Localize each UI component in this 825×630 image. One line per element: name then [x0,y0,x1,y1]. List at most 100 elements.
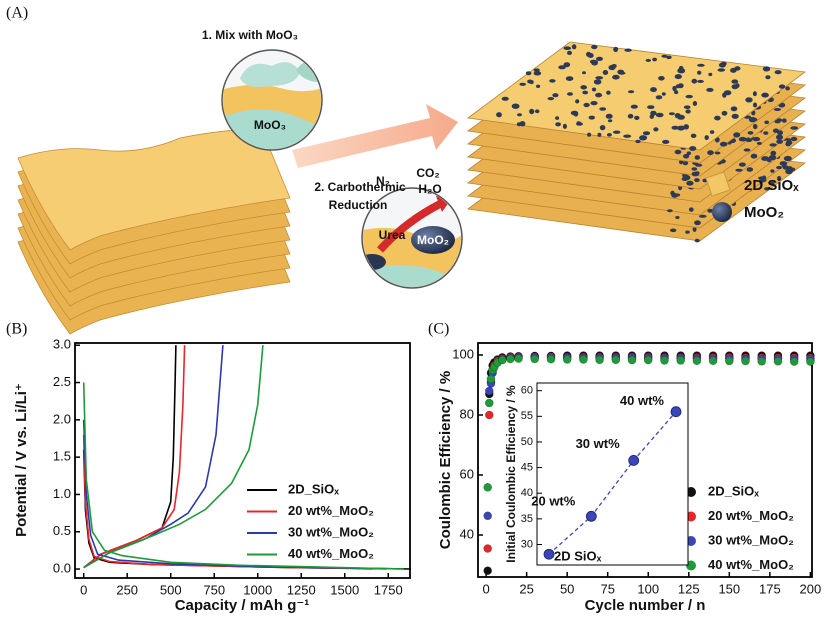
moo2-particle [753,124,758,129]
figure: (A) 1. Mix with MoO₃ MoO₃ [0,0,825,630]
moo2-particle [749,117,757,122]
step-label: Reduction [329,198,388,212]
moo2-particle [791,137,798,141]
moo2-particle [599,107,606,111]
moo2-particle [653,127,658,131]
moo2-particle [558,65,566,69]
data-point [484,512,492,520]
moo2-particle [563,124,567,129]
moo2-particle [774,108,781,111]
plot-frame [537,383,688,565]
moo2-particle [785,169,793,174]
moo2-particle [635,140,641,143]
moo2-particle [695,155,700,160]
moo2-particle [496,112,502,117]
point-label: 2D SiOₓ [554,549,602,564]
moo2-particle [745,97,752,102]
y-tick-label: 55 [521,410,533,422]
moo2-particle [628,114,634,119]
data-point [709,357,717,365]
data-point [725,357,733,365]
moo2-particle [536,85,540,88]
legend-label: 2D_SiOₓ [708,483,759,498]
gas-label: N₂ [376,174,390,188]
x-tick-label: 1500 [330,582,359,597]
step-label: 2. Carbothermic [314,180,406,194]
moo2-particle [548,97,555,100]
moo2-particle [785,142,790,147]
moo2-particle [775,70,782,74]
legend-label: 40 wt%_MoO₂ [288,546,374,561]
moo2-particle [512,104,520,109]
y-axis-title: Initial Coulombic Efficiency / % [504,385,518,563]
data-point [547,355,555,363]
moo2-particle [790,126,798,130]
moo2-particle [608,65,615,70]
legend-label: 40 wt%_MoO₂ [708,557,794,572]
moo2-particle [639,135,647,140]
moo2-particle [670,229,676,233]
y-tick-label: 80 [460,406,474,421]
data-point [531,355,539,363]
bubble-label: MoO₃ [254,118,286,132]
moo2-particle [631,105,638,109]
moo2-particle [782,118,787,122]
panel-label: (C) [428,321,449,338]
moo2-particle [583,103,589,107]
urea-label: Urea [379,228,406,242]
moo2-particle [685,109,690,113]
moo2-particle [675,216,679,219]
x-tick-label: 25 [519,581,533,596]
moo2-particle [652,58,657,62]
moo2-particle [555,122,561,126]
moo2-particle [706,88,713,92]
y-tick-label: 60 [460,466,474,481]
moo2-particle [744,148,751,151]
y-axis-title: Coulombic Efficiency / % [437,371,454,549]
moo2-particle [596,57,603,61]
moo2-particle [753,103,757,108]
moo2-particle [594,79,602,84]
moo2-particle [764,121,769,125]
data-point [586,511,596,521]
data-point [485,411,493,419]
data-point [506,355,514,363]
legend-label: 30 wt%_MoO₂ [288,524,374,539]
moo2-particle [662,92,666,95]
moo2-particle [730,68,737,73]
y-tick-label: 2.5 [53,374,71,389]
data-point [484,483,492,491]
moo2-particle [685,231,690,234]
moo2-particle [567,92,573,96]
moo2-particle [650,87,657,92]
moo2-particle [650,111,656,116]
gas-label: H₂O [418,182,441,196]
moo2-particle [603,70,608,75]
moo2-particle [567,51,572,55]
moo2-particle [577,121,581,124]
legend-label: MoO₂ [744,204,784,221]
moo2-particle [733,132,740,137]
moo2-particle [761,93,769,98]
y-tick-label: 1.0 [53,486,71,501]
plot-frame [75,343,410,578]
data-point [485,399,493,407]
moo2-particle [763,131,768,135]
moo2-particle [731,106,738,111]
data-point [579,356,587,364]
moo2-particle [757,142,762,145]
x-tick-label: 250 [116,582,138,597]
moo2-particle [731,79,738,83]
data-point [661,356,669,364]
moo2-particle [747,167,754,172]
moo2-particle [770,169,774,172]
moo2-particle [686,181,693,186]
charts: 025050075010001250150017500.00.51.01.52.… [6,321,821,614]
data-point [563,356,571,364]
moo2-particle [779,84,785,88]
moo2-particle [656,95,663,99]
moo2-particle [784,156,792,161]
moo2-particle [705,135,709,140]
moo2-particle [628,90,634,93]
moo2-particle [684,105,691,109]
